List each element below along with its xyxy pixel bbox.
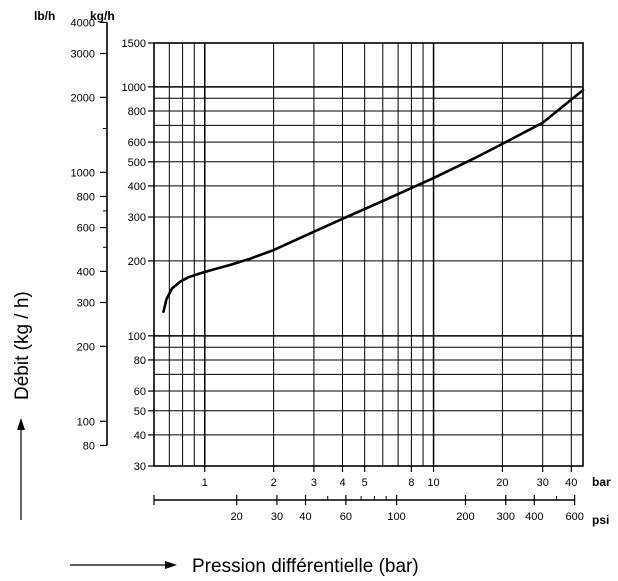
y-secondary-tick-label: 200 xyxy=(77,341,95,353)
y-secondary-tick-label: 1000 xyxy=(71,167,95,179)
x-tick-label: 1 xyxy=(202,477,208,489)
y-tick-label: 300 xyxy=(128,212,146,224)
plot-border xyxy=(153,42,584,467)
y-tick-label: 60 xyxy=(134,386,146,398)
y-secondary-tick-label: 4000 xyxy=(71,17,95,29)
x-arrow-head xyxy=(165,561,177,569)
y-tick-label: 500 xyxy=(128,157,146,169)
y-tick-label: 400 xyxy=(128,181,146,193)
y-secondary-tick-label: 3000 xyxy=(71,49,95,61)
x-tick-label: 8 xyxy=(408,477,414,489)
y-tick-label: 100 xyxy=(128,331,146,343)
x-axis-title: Pression différentielle (bar) xyxy=(192,556,419,577)
x-tick-label: 40 xyxy=(565,477,577,489)
y-secondary-tick-label: 400 xyxy=(77,266,95,278)
y-secondary-tick-label: 800 xyxy=(77,191,95,203)
series-layer xyxy=(162,88,585,314)
x-tick-label: 5 xyxy=(362,477,368,489)
y-tick-label: 200 xyxy=(128,256,146,268)
y-tick-label: 800 xyxy=(128,106,146,118)
series-line-flow xyxy=(162,88,585,314)
y-tick-label: 1000 xyxy=(122,82,146,94)
y-arrow-head xyxy=(17,418,25,430)
x-secondary-tick-label: 100 xyxy=(387,511,405,523)
y-secondary-unit-label: lb/h xyxy=(34,9,55,23)
x-tick-label: 10 xyxy=(427,477,439,489)
x-secondary-tick-label: 30 xyxy=(271,511,283,523)
x-primary-unit-label: bar xyxy=(592,475,611,489)
y-secondary-tick-label: 100 xyxy=(77,416,95,428)
x-tick-label: 2 xyxy=(271,477,277,489)
y-tick-label: 30 xyxy=(134,461,146,473)
y-secondary-tick-label: 2000 xyxy=(71,92,95,104)
y-axis-title: Débit (kg / h) xyxy=(12,291,33,400)
x-secondary-tick-label: 300 xyxy=(497,511,515,523)
y-tick-label: 1500 xyxy=(122,38,146,50)
y-secondary-tick-label: 300 xyxy=(77,298,95,310)
y-tick-label: 40 xyxy=(134,430,146,442)
x-secondary-unit-label: psi xyxy=(592,513,609,527)
x-secondary-tick-label: 600 xyxy=(565,511,583,523)
x-tick-label: 3 xyxy=(311,477,317,489)
x-secondary-tick-label: 200 xyxy=(456,511,474,523)
x-secondary-tick-label: 40 xyxy=(299,511,311,523)
x-tick-label: 30 xyxy=(537,477,549,489)
grid xyxy=(154,43,583,466)
x-secondary-tick-label: 20 xyxy=(231,511,243,523)
x-tick-label: 20 xyxy=(496,477,508,489)
x-tick-label: 4 xyxy=(339,477,345,489)
y-secondary-tick-label: 80 xyxy=(83,440,95,452)
y-tick-label: 80 xyxy=(134,355,146,367)
y-tick-label: 50 xyxy=(134,406,146,418)
y-primary-unit-label: kg/h xyxy=(90,9,115,23)
tick-labels: 30 40 50 60 80 100 200 300 400 500 600 800 1000 1500 8… xyxy=(71,17,584,523)
x-secondary-tick-label: 400 xyxy=(525,511,543,523)
x-secondary-tick-label: 60 xyxy=(340,511,352,523)
axes xyxy=(100,21,584,505)
y-tick-label: 600 xyxy=(128,137,146,149)
y-secondary-tick-label: 600 xyxy=(77,223,95,235)
